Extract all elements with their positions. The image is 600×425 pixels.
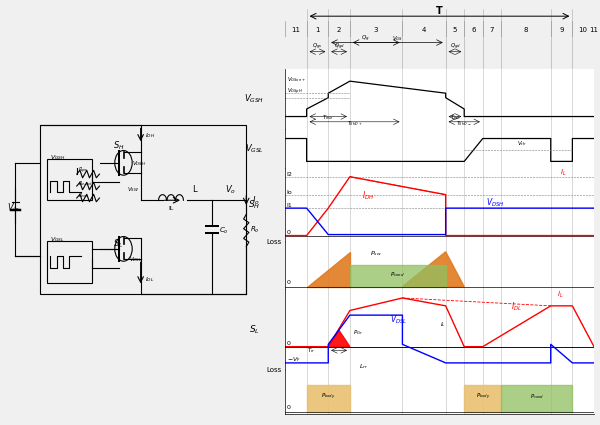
Text: $I_L$: $I_L$ (439, 320, 446, 329)
Text: $P_{Gr}$: $P_{Gr}$ (353, 328, 363, 337)
Text: $V_{in}$: $V_{in}$ (7, 201, 19, 214)
Text: $V_{SW}$: $V_{SW}$ (127, 185, 140, 194)
Text: 6: 6 (471, 27, 476, 33)
Text: $R_{prc}$: $R_{prc}$ (78, 166, 89, 176)
Text: 0: 0 (287, 341, 290, 346)
Polygon shape (350, 265, 446, 286)
Text: 2: 2 (337, 27, 341, 33)
Text: $R_o$: $R_o$ (250, 225, 260, 235)
Y-axis label: $S_H$: $S_H$ (248, 198, 260, 211)
Y-axis label: $S_L$: $S_L$ (249, 323, 260, 335)
Text: 0: 0 (287, 405, 290, 410)
Text: 10: 10 (578, 27, 587, 33)
Text: $P_{cond}$: $P_{cond}$ (530, 392, 544, 401)
Text: 8: 8 (524, 27, 528, 33)
Text: $I_{DH}$: $I_{DH}$ (145, 131, 155, 140)
Text: $T_{rr}$: $T_{rr}$ (307, 346, 316, 355)
Text: $V_{th}$: $V_{th}$ (517, 139, 526, 148)
Text: $S_H$: $S_H$ (113, 140, 125, 152)
Text: $C_o$: $C_o$ (220, 226, 229, 236)
Polygon shape (502, 385, 572, 412)
Y-axis label: Charge: Charge (0, 48, 14, 57)
Text: $V_{GS}$: $V_{GS}$ (392, 34, 403, 43)
Y-axis label: $V_{GSH}$: $V_{GSH}$ (244, 93, 265, 105)
Text: $Q_g$: $Q_g$ (361, 34, 370, 44)
Text: $T_{rise}$: $T_{rise}$ (322, 113, 334, 122)
Text: Loss: Loss (266, 238, 282, 245)
Text: $P_{cond}$: $P_{cond}$ (391, 270, 405, 279)
Polygon shape (307, 252, 350, 286)
Text: $I_{DH}$: $I_{DH}$ (362, 189, 374, 201)
Text: T: T (436, 6, 443, 16)
Text: $P_{body}$: $P_{body}$ (476, 392, 490, 402)
Text: L: L (192, 185, 197, 194)
Y-axis label: State: State (0, 18, 11, 27)
Text: $I_{DL}$: $I_{DL}$ (145, 275, 154, 284)
Text: Io: Io (287, 190, 292, 195)
Text: $V_{GSpH}$: $V_{GSpH}$ (287, 87, 302, 97)
Text: $T_{SHD+}$: $T_{SHD+}$ (347, 119, 362, 128)
Text: 1: 1 (315, 27, 320, 33)
Text: $I_o$: $I_o$ (251, 194, 259, 207)
Bar (47, 159, 92, 200)
Text: $P_{sw}$: $P_{sw}$ (370, 249, 382, 258)
Text: $I_L$: $I_L$ (560, 168, 566, 178)
Text: $V_{DSL}$: $V_{DSL}$ (390, 314, 407, 326)
Text: $T_{SHD-}$: $T_{SHD-}$ (457, 119, 472, 128)
Text: 4: 4 (422, 27, 426, 33)
Text: $-V_F$: $-V_F$ (287, 355, 301, 364)
Polygon shape (328, 330, 350, 347)
Polygon shape (464, 385, 502, 412)
Text: $T_{fall}$: $T_{fall}$ (449, 113, 460, 122)
Text: I1: I1 (287, 203, 292, 208)
Text: $V_{DSL}$: $V_{DSL}$ (129, 255, 142, 264)
Polygon shape (403, 252, 464, 286)
Text: $I_{DL}$: $I_{DL}$ (511, 300, 521, 313)
Text: 7: 7 (490, 27, 494, 33)
Text: 9: 9 (559, 27, 564, 33)
Text: 11: 11 (589, 27, 599, 33)
Text: I2: I2 (287, 172, 292, 177)
Y-axis label: $V_{GSL}$: $V_{GSL}$ (245, 142, 264, 155)
Text: $V_o$: $V_o$ (225, 184, 236, 196)
Text: 11: 11 (292, 27, 301, 33)
Text: $V_{GSL}$: $V_{GSL}$ (50, 235, 64, 244)
Text: $V_{DSH}$: $V_{DSH}$ (132, 159, 146, 168)
Text: $L_{rr}$: $L_{rr}$ (359, 363, 368, 371)
Text: 0: 0 (287, 230, 290, 235)
Text: $I_L$: $I_L$ (557, 289, 563, 300)
Text: $P_{body}$: $P_{body}$ (321, 392, 335, 402)
Text: Loss: Loss (266, 367, 282, 373)
Text: $Q_{gd}$: $Q_{gd}$ (334, 42, 344, 52)
Text: $V_{DSH}$: $V_{DSH}$ (486, 197, 505, 209)
Text: $V_{GSon+}$: $V_{GSon+}$ (287, 76, 305, 85)
Text: IL: IL (169, 206, 173, 211)
Bar (47, 241, 92, 283)
Text: $S_L$: $S_L$ (113, 237, 123, 249)
Polygon shape (307, 385, 350, 412)
Text: $V_{GSH}$: $V_{GSH}$ (50, 153, 65, 162)
Text: $R_{snc}$: $R_{snc}$ (78, 191, 89, 200)
Text: 0: 0 (287, 280, 290, 285)
Text: 5: 5 (453, 27, 457, 33)
Text: $Q_{gs}$: $Q_{gs}$ (312, 42, 323, 52)
Bar (40, 125, 246, 294)
Text: 3: 3 (374, 27, 379, 33)
Text: $Q_{gd}$: $Q_{gd}$ (449, 42, 460, 52)
Text: $R_{e,ext}$: $R_{e,ext}$ (78, 179, 92, 187)
